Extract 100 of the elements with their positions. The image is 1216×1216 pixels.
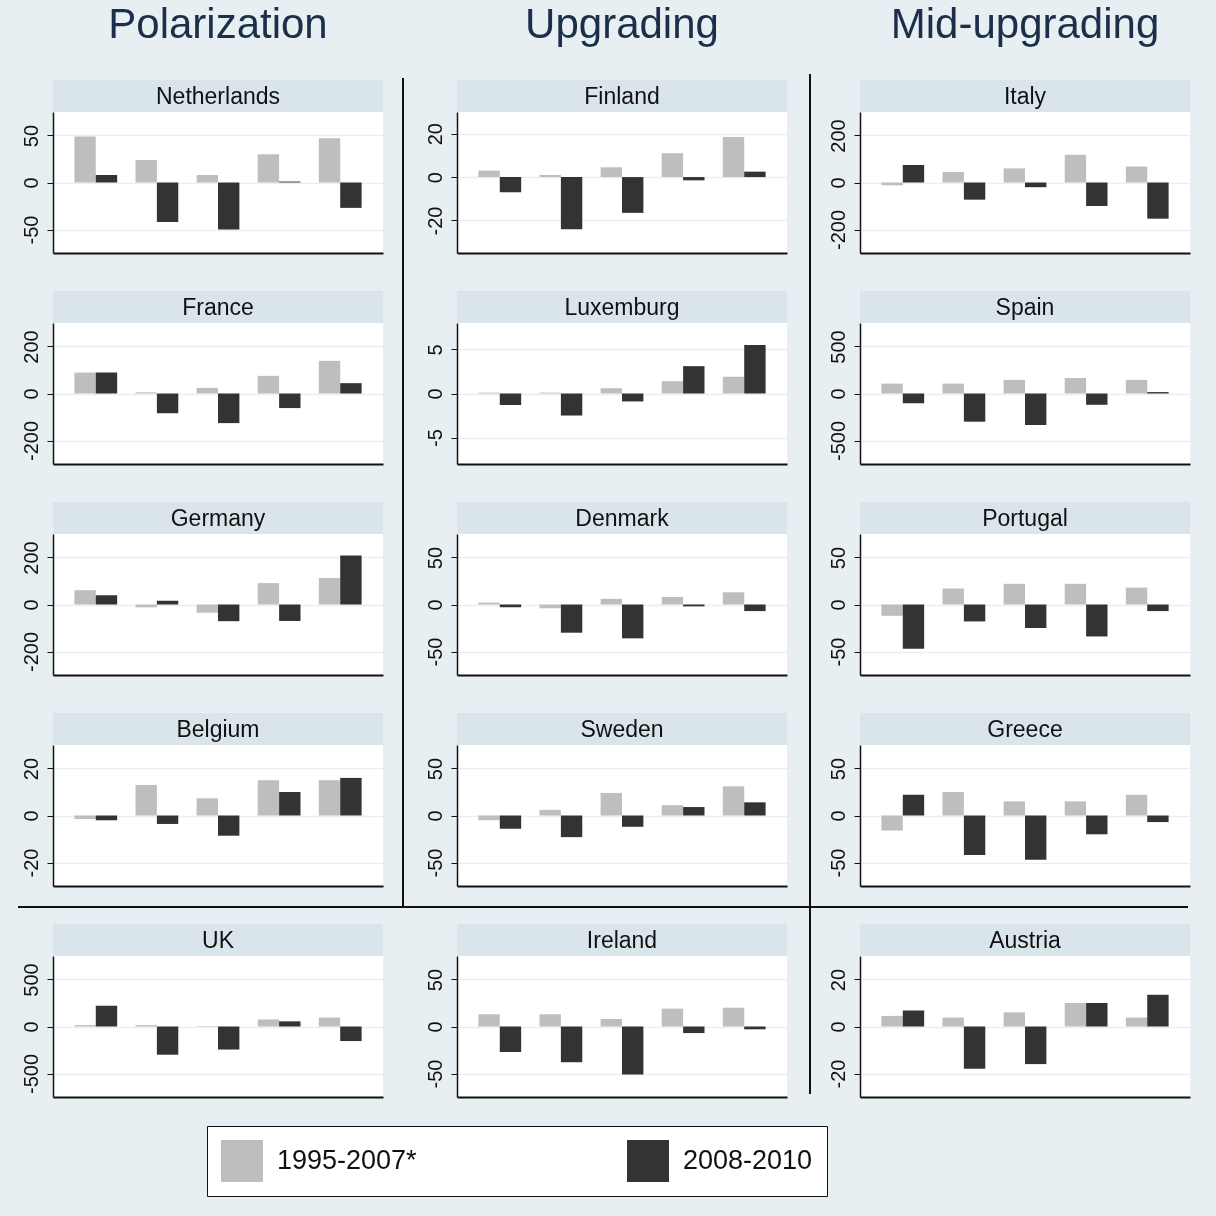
bar: [95, 595, 118, 605]
y-tick-label: 200: [826, 119, 849, 153]
y-tick-label: 20: [19, 757, 42, 781]
bar: [196, 604, 218, 613]
bar: [963, 604, 986, 622]
bar: [257, 583, 280, 605]
bar: [622, 1026, 644, 1075]
bar: [902, 393, 925, 404]
y-tick-label: -50: [423, 637, 446, 667]
bar: [257, 780, 280, 816]
y-tick-label: -20: [423, 206, 446, 236]
bar: [1125, 166, 1148, 183]
y-tick-label: 200: [19, 541, 42, 575]
bar: [156, 815, 179, 824]
bar: [560, 1026, 583, 1063]
bar: [963, 182, 986, 200]
bar: [902, 794, 925, 816]
y-tick-label: -20: [826, 1059, 849, 1089]
bar: [156, 600, 179, 605]
y-tick-label: 50: [423, 968, 446, 992]
bar: [539, 174, 561, 178]
bar: [661, 805, 684, 816]
y-tick-label: -5: [423, 429, 446, 447]
chart-title: Ireland: [457, 924, 787, 956]
bar: [1064, 583, 1087, 605]
bar: [135, 784, 157, 816]
y-tick-label: 50: [826, 757, 849, 781]
bar: [1086, 182, 1108, 206]
bar: [499, 177, 522, 193]
bar: [1147, 604, 1169, 612]
chart-title: Sweden: [457, 713, 787, 745]
bar: [902, 165, 925, 183]
y-tick-label: -500: [826, 420, 849, 462]
bar: [744, 171, 766, 178]
bar: [683, 1026, 705, 1034]
bar: [600, 792, 622, 816]
y-tick-label: -50: [826, 848, 849, 878]
bar: [1086, 1003, 1108, 1027]
chart-title: Denmark: [457, 502, 787, 534]
bar: [1025, 815, 1047, 860]
legend-label: 2008-2010: [683, 1145, 813, 1175]
bar: [661, 596, 684, 605]
bar: [279, 792, 301, 816]
chart-title: Finland: [457, 80, 787, 112]
y-tick-label: -200: [19, 631, 42, 673]
chart-title: Netherlands: [53, 80, 383, 112]
bar: [218, 815, 240, 836]
bar: [722, 592, 745, 605]
bar: [1064, 154, 1087, 183]
bar: [499, 1026, 522, 1052]
bar: [722, 136, 745, 178]
bar: [744, 802, 766, 816]
bar: [600, 167, 622, 178]
bar: [340, 777, 362, 816]
bar: [135, 159, 157, 183]
bar: [600, 1018, 622, 1027]
bar: [1025, 1026, 1047, 1065]
bar: [661, 381, 684, 394]
bar: [1086, 815, 1108, 835]
bar: [156, 182, 179, 222]
y-tick-label: -50: [423, 1059, 446, 1089]
bar: [340, 555, 362, 605]
bar: [1003, 801, 1025, 816]
bar: [661, 153, 684, 178]
bar: [881, 604, 903, 616]
bar: [963, 815, 986, 855]
bar: [257, 1019, 280, 1027]
bar: [218, 1026, 240, 1050]
bar: [902, 604, 925, 649]
y-tick-label: -50: [423, 848, 446, 878]
bar: [622, 604, 644, 639]
y-tick-label: 0: [423, 599, 446, 611]
bar: [881, 383, 903, 394]
bar: [1147, 182, 1169, 219]
bar: [318, 780, 341, 816]
y-tick-label: 0: [19, 599, 42, 611]
bar: [683, 177, 705, 181]
bar: [218, 604, 240, 622]
bar: [683, 366, 705, 394]
bar: [318, 577, 341, 605]
bar: [1064, 1003, 1087, 1027]
bar: [1003, 1012, 1025, 1027]
bar: [683, 807, 705, 816]
bar: [95, 174, 118, 183]
chart-title: UK: [53, 924, 383, 956]
bar: [560, 177, 583, 230]
bar: [622, 815, 644, 827]
y-tick-label: 0: [423, 388, 446, 400]
y-tick-label: 0: [423, 1021, 446, 1033]
bar: [1125, 379, 1148, 394]
chart-title: Spain: [860, 291, 1190, 323]
y-tick-label: 20: [826, 968, 849, 992]
bar: [942, 1017, 964, 1027]
y-tick-label: 500: [826, 330, 849, 364]
bar: [744, 604, 766, 612]
y-tick-label: 500: [19, 963, 42, 997]
bar: [560, 393, 583, 416]
bar: [1064, 377, 1087, 394]
y-tick-label: 20: [423, 123, 446, 146]
bar: [722, 1007, 745, 1027]
